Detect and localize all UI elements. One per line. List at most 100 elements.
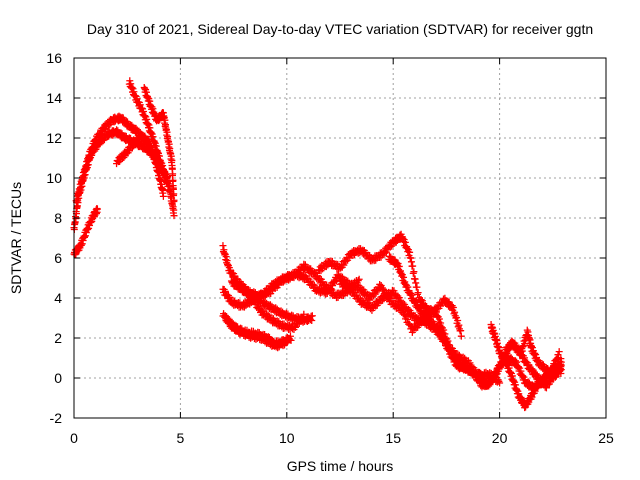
data-point [355,275,363,283]
data-point [316,275,324,283]
y-tick-label: 4 [54,290,62,306]
data-point [394,292,402,300]
x-tick-label: 10 [279,430,295,446]
data-point [240,303,248,311]
x-tick-label: 5 [177,430,185,446]
data-point [323,290,331,298]
data-point [147,143,155,151]
data-point [222,253,230,261]
data-point [381,249,389,257]
data-point [299,314,307,322]
data-point [287,336,295,344]
data-point [374,253,382,261]
data-point [83,161,91,169]
y-axis-label: SDTVAR / TECUs [8,182,24,294]
data-point [414,289,422,297]
data-point [297,317,305,325]
series-arc-f [140,83,178,205]
data-point [307,277,315,285]
y-tick-label: 0 [54,370,62,386]
data-point [77,183,85,191]
data-point [357,295,365,303]
data-point [496,379,504,387]
data-point [277,307,285,315]
data-point [263,310,271,318]
data-point [329,282,337,290]
data-point [300,310,308,318]
y-tick-label: 6 [54,250,62,266]
data-point [395,294,403,302]
data-point [457,332,465,340]
data-point [495,377,503,385]
data-point [466,359,474,367]
series-arc-l [236,278,308,334]
y-tick-label: 10 [46,170,62,186]
data-point [291,323,299,331]
data-point [272,304,280,312]
data-point [294,269,302,277]
data-point [557,358,565,366]
series-arc-j [223,314,291,352]
data-point [404,315,412,323]
x-axis-label: GPS time / hours [287,458,394,474]
x-tick-label: 15 [385,430,401,446]
data-point [170,212,178,220]
data-point [555,348,563,356]
data-point [170,190,178,198]
y-tick-label: 8 [54,210,62,226]
data-point [459,353,467,361]
series-arc-o [385,252,563,394]
data-point [386,243,394,251]
data-point [248,292,256,300]
data-point [449,303,457,311]
data-point [377,282,385,290]
data-point [159,192,167,200]
series-arc-d [113,130,167,200]
y-tick-label: -2 [50,410,63,426]
data-point [358,285,366,293]
data-point [169,170,177,178]
plot-frame [73,57,607,419]
data-point [283,339,291,347]
y-tick-label: 16 [46,50,62,66]
data-point [250,297,258,305]
x-tick-label: 25 [598,430,614,446]
data-point [409,262,417,270]
data-point [282,309,290,317]
data-point [326,286,334,294]
data-point [266,301,274,309]
data-point [310,268,318,276]
data-point [366,305,374,313]
series-arc-r [474,337,565,392]
data-point [327,285,335,293]
y-tick-labels: -2 0 2 4 6 8 10 12 14 16 [46,50,62,426]
data-point [159,186,167,194]
data-point [331,278,339,286]
data-point [273,317,281,325]
x-tick-label: 0 [70,430,78,446]
y-tick-label: 12 [46,130,62,146]
data-point [322,263,330,271]
data-points [70,77,565,412]
data-point [413,283,421,291]
data-point [253,300,261,308]
data-point [438,330,446,338]
data-point [80,172,88,180]
data-point [371,290,379,298]
data-point [76,186,84,194]
data-point [267,285,275,293]
data-point [516,364,524,372]
x-tick-label: 20 [492,430,508,446]
data-point [219,242,227,250]
data-point [390,287,398,295]
data-point [362,298,370,306]
data-point [435,315,443,323]
data-point [164,179,172,187]
data-point [274,344,282,352]
x-tick-labels: 0 5 10 15 20 25 [70,430,614,446]
data-point [308,312,316,320]
data-point [93,205,101,213]
y-tick-label: 14 [46,90,62,106]
